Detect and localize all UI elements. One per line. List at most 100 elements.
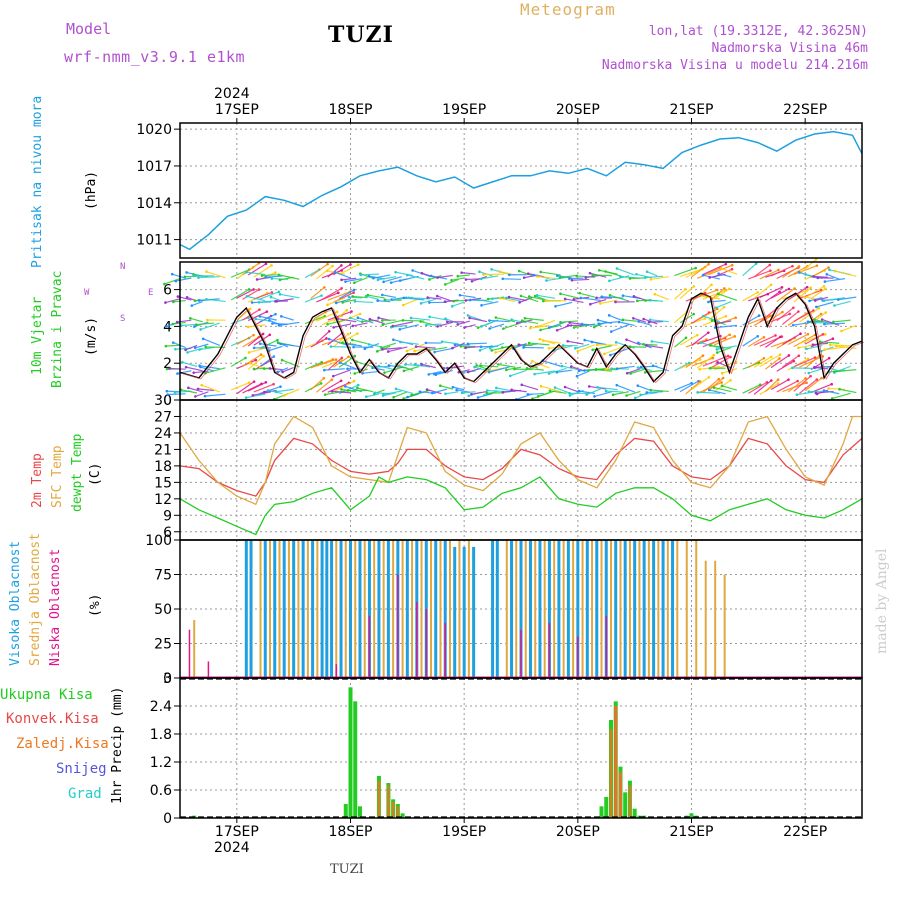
wind-arrow-head (164, 344, 168, 348)
wind-arrow-head (628, 345, 632, 349)
wind-arrow (793, 357, 816, 368)
wind-arrow-head (275, 390, 278, 394)
wind-arrow-head (724, 262, 728, 266)
wind-arrow (502, 344, 522, 349)
wind-arrow-head (361, 320, 364, 323)
wind-arrow-head (559, 292, 562, 296)
mid-cloud-bar (297, 540, 300, 678)
wind-arrow-head (420, 271, 424, 275)
wind-arrow-head (274, 271, 277, 274)
wind-arrow-head (251, 393, 255, 397)
wind-arrow (420, 298, 436, 304)
day-label-bottom: 20SEP (556, 824, 600, 840)
wind-arrow (821, 318, 840, 326)
wind-arrow-head (280, 315, 283, 318)
legend-conv-precip: Konvek.Kisa (6, 711, 99, 727)
wind-arrow (444, 299, 459, 303)
wind-arrow (333, 309, 348, 323)
mid-cloud-bar (278, 540, 281, 678)
wind-arrow (696, 308, 718, 321)
wind-arrow-head (326, 262, 329, 266)
wind-arrow-head (258, 315, 262, 318)
wind-arrow-head (359, 273, 363, 277)
wind-gust-line (181, 293, 865, 384)
wind-arrow-head (323, 393, 327, 396)
wind-arrow-head (650, 340, 654, 343)
wind-arrow-head (268, 333, 272, 337)
wind-arrow (236, 334, 254, 345)
wind-arrow (742, 315, 760, 326)
high-cloud-bar (495, 540, 499, 678)
mid-cloud-bar (420, 540, 423, 678)
high-cloud-bar (585, 540, 589, 678)
wind-arrow-head (621, 294, 625, 297)
wind-arrow-head (470, 392, 473, 396)
wind-arrow-head (647, 320, 651, 324)
wind-arrow (674, 288, 686, 300)
wind-arrow (674, 267, 696, 277)
wind-arrow-head (281, 370, 284, 374)
wind-arrow (546, 276, 567, 282)
wind-arrow-head (425, 388, 429, 391)
wind-arrow-head (262, 367, 266, 370)
wind-arrow-head (372, 276, 375, 280)
wind-arrow-head (787, 287, 791, 291)
high-cloud-bar (576, 540, 580, 678)
wind-arrow-head (507, 273, 511, 277)
high-cloud-bar (453, 546, 457, 678)
wind-arrow (521, 384, 539, 391)
wind-arrow-head (398, 279, 402, 282)
wind-arrow (414, 347, 431, 352)
wind-arrow (649, 299, 664, 302)
wind-arrow (640, 392, 658, 396)
wind-arrow-head (526, 393, 530, 396)
wind-arrow-head (404, 363, 407, 366)
wind-arrow (765, 336, 781, 348)
high-cloud-bar (566, 540, 570, 678)
wind-arrow-head (716, 292, 720, 296)
wind-arrow-head (797, 346, 800, 350)
wind-arrow (429, 346, 448, 351)
wind-arrow-head (701, 273, 705, 277)
wind-arrow-head (276, 370, 280, 374)
wind-arrow-head (563, 385, 567, 389)
wind-arrow (197, 388, 215, 392)
wind-arrow-head (332, 374, 335, 378)
wind-arrow (249, 362, 266, 370)
wind-arrow-head (510, 388, 513, 392)
wind-arrow (172, 273, 186, 279)
wind-arrow-head (252, 367, 256, 371)
wind-arrow-head (815, 264, 819, 267)
wind-arrow-head (578, 291, 582, 295)
wind-arrow-head (247, 381, 251, 384)
wind-arrow (560, 293, 578, 299)
wind-arrow-head (356, 383, 360, 387)
wind-arrow-head (695, 333, 699, 337)
wind-arrow-head (644, 276, 647, 279)
wind-arrow (586, 388, 601, 396)
wind-arrow-head (353, 372, 357, 375)
wind-arrow (559, 274, 578, 279)
wind-arrow-head (715, 351, 719, 354)
wind-arrow-head (399, 340, 402, 344)
wind-arrow (696, 267, 721, 279)
wind-arrow-head (201, 337, 205, 341)
wind-arrow-head (466, 370, 470, 374)
wind-arrow-head (265, 310, 269, 313)
wind-arrow-head (430, 391, 434, 395)
high-cloud-bar (273, 540, 277, 678)
y-tick-label: 30 (154, 393, 172, 409)
wind-arrow-head (187, 386, 190, 390)
wind-arrow (185, 344, 198, 351)
wind-arrow (651, 340, 669, 345)
wind-arrow (200, 366, 215, 372)
wind-arrow (341, 277, 357, 281)
wind-arrow (277, 367, 289, 373)
wind-arrow (457, 320, 471, 326)
wind-arrow (511, 319, 527, 324)
mid-cloud-bar (268, 540, 271, 678)
wind-arrow (798, 294, 817, 300)
wind-arrow-head (787, 354, 791, 357)
wind-arrow-head (568, 321, 572, 324)
high-cloud-bar (623, 540, 627, 678)
